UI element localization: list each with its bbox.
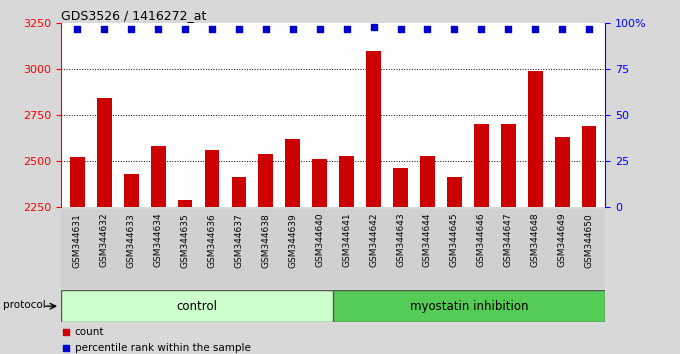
Text: GSM344633: GSM344633: [126, 213, 136, 268]
Bar: [420, 155, 435, 354]
Text: GSM344636: GSM344636: [207, 213, 216, 268]
Text: control: control: [177, 300, 218, 313]
Bar: [205, 150, 220, 354]
Text: GSM344639: GSM344639: [288, 213, 297, 268]
Point: [233, 26, 244, 32]
Bar: [258, 154, 273, 354]
Text: GSM344648: GSM344648: [530, 213, 540, 268]
Point: [314, 26, 325, 32]
Point: [60, 345, 71, 350]
Point: [422, 26, 433, 32]
Point: [341, 26, 352, 32]
Text: protocol: protocol: [3, 299, 46, 310]
Point: [99, 26, 109, 32]
Bar: [501, 124, 515, 354]
Text: count: count: [75, 327, 104, 337]
Text: myostatin inhibition: myostatin inhibition: [410, 300, 528, 313]
Bar: [393, 169, 408, 354]
Point: [207, 26, 218, 32]
Bar: [581, 126, 596, 354]
Bar: [177, 200, 192, 354]
Text: GSM344631: GSM344631: [73, 213, 82, 268]
Bar: [97, 98, 112, 354]
Text: GSM344644: GSM344644: [423, 213, 432, 267]
Text: GSM344641: GSM344641: [342, 213, 351, 268]
Point: [126, 26, 137, 32]
Text: GSM344647: GSM344647: [504, 213, 513, 268]
Point: [449, 26, 460, 32]
Bar: [312, 159, 327, 354]
Point: [503, 26, 513, 32]
Text: GSM344640: GSM344640: [316, 213, 324, 268]
Bar: [124, 174, 139, 354]
Point: [583, 26, 594, 32]
Text: GSM344649: GSM344649: [558, 213, 566, 268]
Bar: [474, 124, 489, 354]
Text: GSM344646: GSM344646: [477, 213, 486, 268]
Bar: [333, 290, 605, 322]
Bar: [528, 71, 543, 354]
Text: GSM344638: GSM344638: [261, 213, 271, 268]
Point: [72, 26, 83, 32]
Bar: [339, 155, 354, 354]
Point: [476, 26, 487, 32]
Point: [368, 24, 379, 29]
Bar: [61, 290, 333, 322]
Text: GSM344645: GSM344645: [450, 213, 459, 268]
Text: GSM344637: GSM344637: [235, 213, 243, 268]
Text: percentile rank within the sample: percentile rank within the sample: [75, 343, 251, 353]
Text: GSM344635: GSM344635: [181, 213, 190, 268]
Text: GSM344643: GSM344643: [396, 213, 405, 268]
Bar: [555, 137, 570, 354]
Point: [395, 26, 406, 32]
Bar: [231, 177, 246, 354]
Text: GSM344642: GSM344642: [369, 213, 378, 267]
Bar: [70, 158, 85, 354]
Point: [557, 26, 568, 32]
Point: [60, 329, 71, 335]
Point: [260, 26, 271, 32]
Bar: [447, 177, 462, 354]
Point: [180, 26, 190, 32]
Point: [153, 26, 164, 32]
Text: GDS3526 / 1416272_at: GDS3526 / 1416272_at: [61, 9, 207, 22]
Point: [530, 26, 541, 32]
Bar: [367, 51, 381, 354]
Bar: [151, 146, 165, 354]
Bar: [286, 139, 300, 354]
Text: GSM344634: GSM344634: [154, 213, 163, 268]
Text: GSM344650: GSM344650: [585, 213, 594, 268]
Point: [288, 26, 299, 32]
Text: GSM344632: GSM344632: [100, 213, 109, 268]
